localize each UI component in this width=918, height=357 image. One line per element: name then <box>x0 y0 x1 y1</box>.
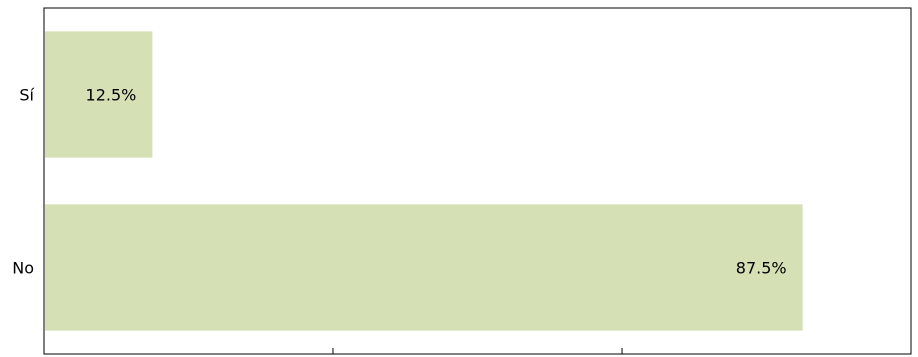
bars-group <box>45 31 803 331</box>
category-labels-group: Sí No <box>12 86 34 278</box>
category-label-1: No <box>12 259 34 278</box>
value-label-1: 87.5% <box>736 259 787 278</box>
value-labels-group: 12.5% 87.5% <box>86 86 787 278</box>
category-label-0: Sí <box>19 86 34 105</box>
bar-1 <box>45 204 803 331</box>
plot-frame <box>43 7 912 355</box>
bar-0 <box>45 31 153 158</box>
value-label-0: 12.5% <box>86 86 137 105</box>
x-ticks-group <box>43 348 912 354</box>
